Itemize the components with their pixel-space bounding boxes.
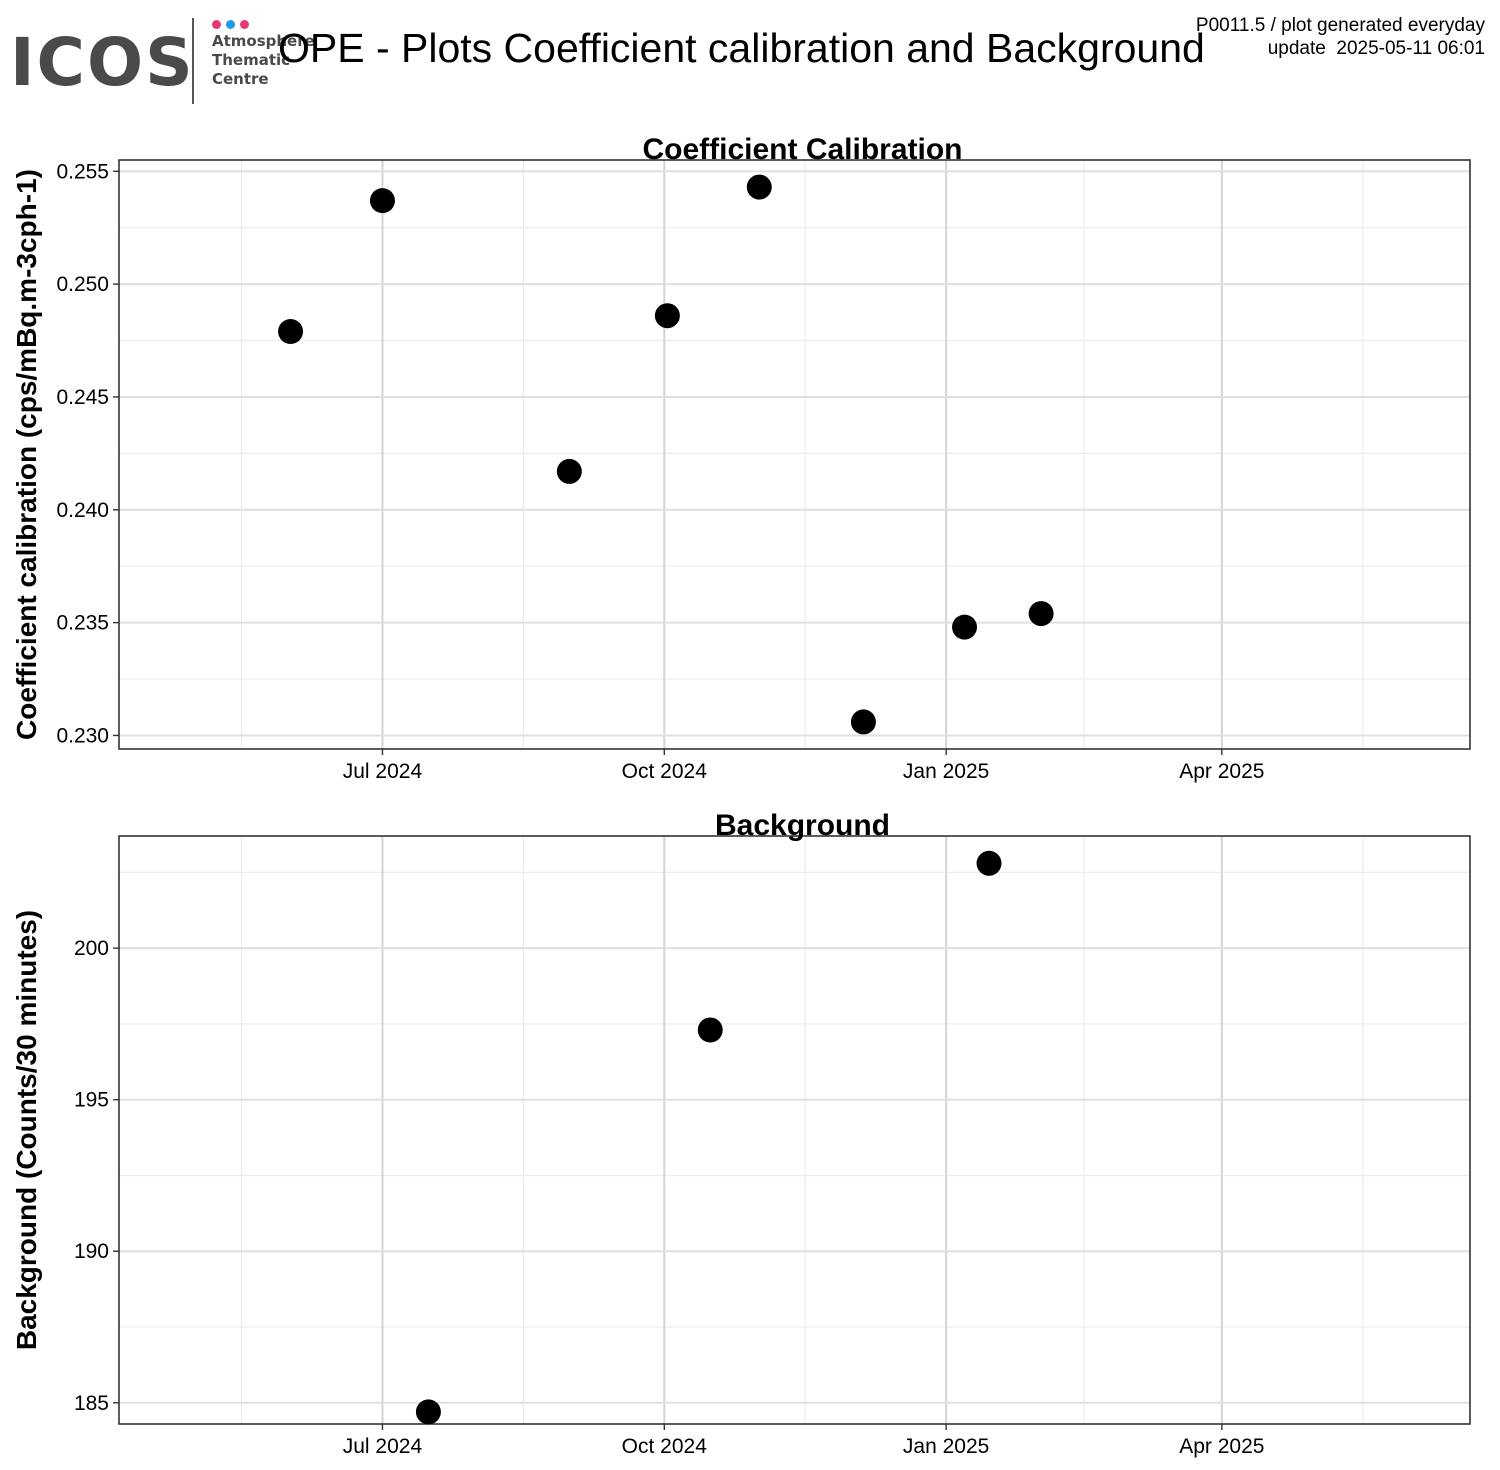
y-axis-label: Coefficient calibration (cps/mBq.m-3cph-… [11, 169, 42, 740]
icos-logo: ICOS Atmosphere Thematic Centre [10, 14, 315, 106]
logo-dots [212, 16, 254, 29]
logo-dot [226, 20, 235, 29]
data-point [976, 850, 1002, 876]
logo-line: Centre [212, 70, 269, 88]
x-tick-label: Jul 2024 [343, 760, 423, 783]
generation-note: P0011.5 / plot generated everyday [1195, 15, 1485, 36]
page-title: OPE - Plots Coefficient calibration and … [278, 25, 1205, 71]
data-point [415, 1399, 441, 1425]
plot-area-border [118, 159, 1471, 750]
logo-dot [212, 20, 221, 29]
panel-title: Coefficient Calibration [642, 133, 962, 166]
x-tick-label: Jan 2025 [903, 1435, 989, 1458]
data-point [278, 319, 304, 345]
panel-title: Background [715, 809, 890, 842]
y-tick-label: 0.240 [56, 499, 109, 522]
logo-line: Atmosphere [212, 32, 315, 50]
data-point [369, 188, 395, 214]
data-point [556, 458, 582, 484]
y-axis-label: Background (Counts/30 minutes) [11, 910, 42, 1350]
x-tick-label: Jan 2025 [903, 760, 989, 783]
y-tick-label: 0.230 [56, 724, 109, 747]
y-tick-label: 190 [74, 1240, 109, 1263]
data-point [746, 174, 772, 200]
data-point [654, 303, 680, 329]
update-timestamp: update 2025-05-11 06:01 [1267, 38, 1485, 59]
data-point [1028, 601, 1054, 627]
x-tick-label: Apr 2025 [1179, 1435, 1264, 1458]
x-tick-label: Oct 2024 [622, 1435, 708, 1458]
chart-panel-1: Jul 2024 Oct 2024 Jan 2025 Apr 2025 0.230 0.2… [11, 133, 1471, 783]
logo-wordmark: ICOS [10, 24, 195, 101]
chart-panel-2: Jul 2024 Oct 2024 Jan 2025 Apr 2025 185 190 19… [11, 809, 1471, 1458]
data-point [952, 614, 978, 640]
x-tick-label: Oct 2024 [622, 760, 708, 783]
y-tick-label: 0.235 [56, 612, 109, 635]
logo-subtitle: Atmosphere Thematic Centre [212, 32, 315, 89]
x-tick-label: Apr 2025 [1179, 760, 1264, 783]
y-tick-label: 195 [74, 1089, 109, 1112]
y-tick-label: 0.250 [56, 273, 109, 296]
y-tick-label: 0.245 [56, 386, 109, 409]
plot-area-border [118, 835, 1471, 1425]
logo-line: Thematic [212, 51, 291, 69]
y-tick-label: 185 [74, 1392, 109, 1415]
data-point [850, 709, 876, 735]
y-tick-label: 200 [74, 937, 109, 960]
logo-divider [192, 18, 194, 104]
x-tick-label: Jul 2024 [343, 1435, 423, 1458]
update-info: P0011.5 / plot generated everyday update … [1196, 14, 1485, 60]
y-tick-label: 0.255 [56, 160, 109, 183]
data-point [697, 1017, 723, 1043]
logo-dot [240, 20, 249, 29]
